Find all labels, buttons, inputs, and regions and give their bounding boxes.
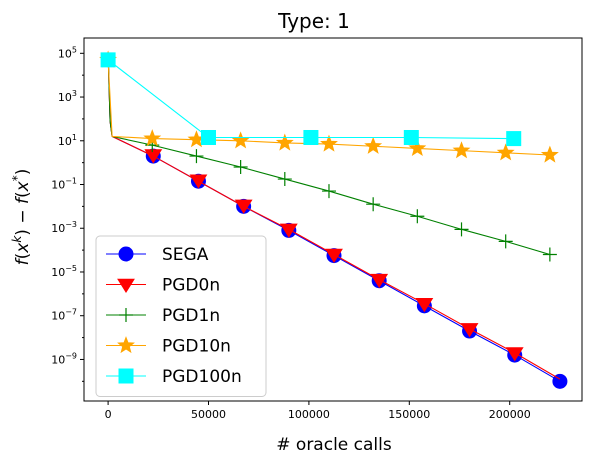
x-axis-title: # oracle calls [276, 435, 392, 455]
y-tick-label: 10−7 [51, 308, 77, 323]
y-tick-label: 103 [58, 89, 77, 104]
chart-title: Type: 1 [277, 9, 350, 33]
data-point [325, 248, 343, 264]
data-point [370, 273, 389, 289]
legend-marker [118, 246, 134, 262]
y-tick-label: 105 [58, 45, 77, 60]
plot-area [99, 50, 568, 389]
y-tick-label: 10−9 [51, 351, 77, 366]
y-tick-label: 10−5 [51, 264, 77, 279]
legend-marker [118, 368, 134, 384]
series-line [107, 53, 551, 256]
data-point [496, 143, 515, 161]
series-PGD100n [100, 52, 522, 147]
x-tick-label: 0 [105, 408, 112, 421]
axes: 0 50000 100000 150000 200000 105 103 101 10−1 10−… [51, 45, 531, 421]
data-point [231, 131, 250, 149]
data-point [505, 347, 524, 362]
data-point [410, 209, 425, 224]
data-point [460, 323, 479, 338]
legend-label: PGD100n [162, 367, 242, 387]
x-tick-label: 200000 [489, 408, 531, 421]
y-tick-label: 10−1 [51, 177, 77, 192]
data-point [189, 174, 208, 189]
plot-frame [83, 37, 583, 402]
data-point [552, 373, 568, 389]
data-point [366, 197, 381, 212]
data-point [452, 141, 471, 159]
series-PGD1n [107, 53, 557, 262]
data-point [100, 52, 116, 68]
legend-label: PGD0n [162, 276, 220, 296]
data-point [408, 139, 427, 157]
legend: SEGA PGD0n PGD1n PGD10n PGD100n [95, 235, 267, 397]
data-point [498, 234, 513, 249]
legend-box [95, 235, 267, 397]
data-point [189, 149, 204, 164]
data-point [303, 129, 319, 145]
data-point [542, 247, 557, 262]
data-point [279, 223, 298, 238]
x-tick-label: 50000 [191, 408, 226, 421]
y-tick-label: 101 [58, 133, 77, 148]
legend-marker [119, 308, 133, 322]
data-point [275, 133, 294, 151]
data-point [234, 199, 253, 214]
data-point [144, 149, 163, 164]
data-point [403, 129, 419, 145]
data-point [201, 129, 216, 145]
data-point [364, 136, 383, 154]
data-point [143, 129, 162, 147]
legend-item: PGD100n [106, 367, 242, 387]
x-tick-label: 100000 [288, 408, 330, 421]
data-point [321, 184, 336, 199]
x-tick-label: 150000 [388, 408, 430, 421]
legend-item: PGD10n [106, 336, 231, 357]
data-point [540, 145, 559, 163]
legend-marker [117, 278, 135, 294]
data-point [320, 134, 338, 152]
data-point [415, 297, 434, 313]
data-point [233, 160, 248, 175]
legend-label: SEGA [162, 245, 209, 265]
data-point [506, 131, 522, 147]
y-tick-label: 10−3 [51, 220, 77, 235]
legend-label: PGD1n [162, 306, 220, 326]
legend-label: PGD10n [162, 337, 231, 357]
data-point [454, 222, 469, 237]
data-point [277, 172, 292, 187]
y-axis-title: f(xk) − f(x*) [10, 169, 33, 266]
legend-item: PGD0n [106, 276, 220, 296]
legend-item: SEGA [106, 245, 209, 265]
series-line [107, 59, 514, 140]
legend-item: PGD1n [106, 306, 220, 326]
legend-marker [117, 336, 135, 354]
